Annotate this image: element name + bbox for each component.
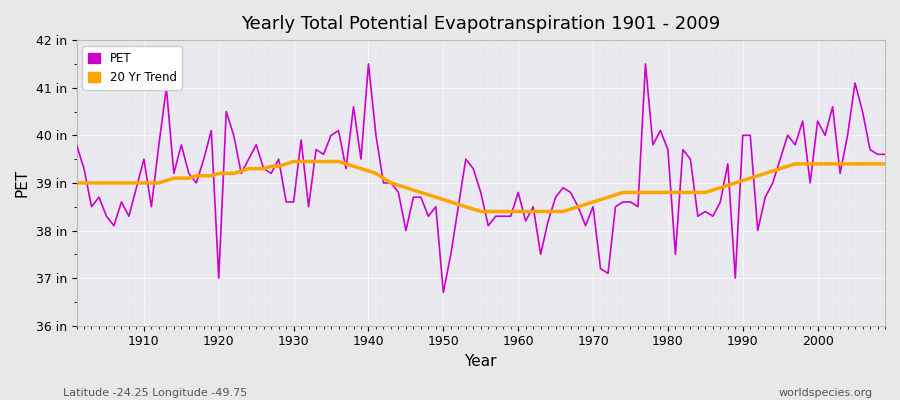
Legend: PET, 20 Yr Trend: PET, 20 Yr Trend (83, 46, 183, 90)
Text: Latitude -24.25 Longitude -49.75: Latitude -24.25 Longitude -49.75 (63, 388, 248, 398)
20 Yr Trend (475, 209, 486, 214)
20 Yr Trend (879, 162, 890, 166)
PET (363, 62, 374, 66)
20 Yr Trend (288, 159, 299, 164)
Line: 20 Yr Trend: 20 Yr Trend (76, 162, 885, 212)
20 Yr Trend (348, 164, 359, 169)
20 Yr Trend (303, 159, 314, 164)
20 Yr Trend (617, 190, 628, 195)
X-axis label: Year: Year (464, 354, 497, 369)
PET (296, 138, 307, 142)
PET (438, 290, 449, 295)
Y-axis label: PET: PET (15, 169, 30, 197)
PET (520, 218, 531, 223)
PET (617, 200, 628, 204)
PET (527, 204, 538, 209)
Line: PET: PET (76, 64, 885, 292)
20 Yr Trend (131, 180, 142, 185)
PET (71, 142, 82, 147)
20 Yr Trend (71, 180, 82, 185)
20 Yr Trend (527, 209, 538, 214)
PET (879, 152, 890, 157)
PET (340, 166, 351, 171)
Title: Yearly Total Potential Evapotranspiration 1901 - 2009: Yearly Total Potential Evapotranspiratio… (241, 15, 720, 33)
Text: worldspecies.org: worldspecies.org (778, 388, 873, 398)
20 Yr Trend (520, 209, 531, 214)
PET (131, 185, 142, 190)
